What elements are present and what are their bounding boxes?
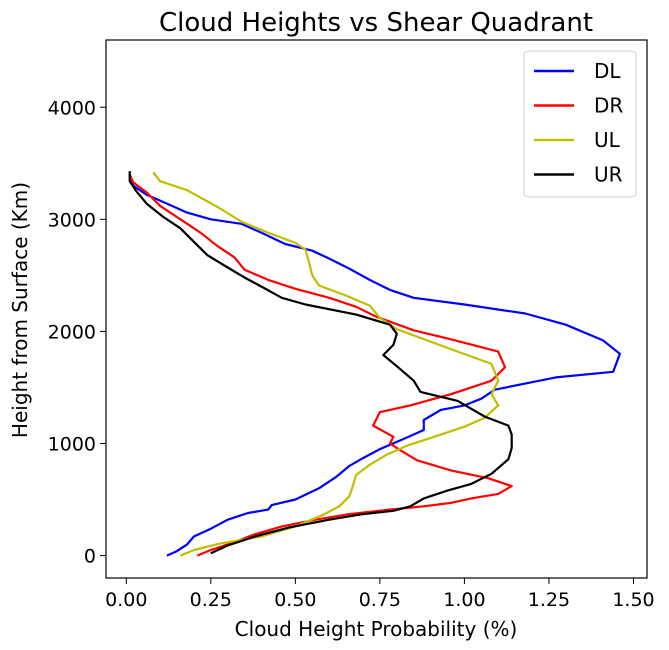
y-axis: 0 1000 2000 3000 4000 xyxy=(48,97,106,568)
x-axis: 0.00 0.25 0.50 0.75 1.00 1.25 1.50 xyxy=(105,578,655,611)
series-line-dr xyxy=(128,174,513,557)
x-axis-label: Cloud Height Probability (%) xyxy=(235,617,518,641)
y-axis-label: Height from Surface (Km) xyxy=(8,182,32,438)
legend: DL DR UL UR xyxy=(523,50,637,198)
x-tick-label: 0.75 xyxy=(359,589,401,611)
legend-label-ur: UR xyxy=(594,163,623,187)
x-tick-label: 1.00 xyxy=(443,589,485,611)
series-line-ul xyxy=(152,171,500,557)
plot-area: 0.00 0.25 0.50 0.75 1.00 1.25 1.50 0 1000 2000 30… xyxy=(48,39,655,611)
x-tick-label: 0.00 xyxy=(105,589,147,611)
series-line-dl xyxy=(128,174,621,557)
x-tick-label: 1.50 xyxy=(612,589,654,611)
chart-title: Cloud Heights vs Shear Quadrant xyxy=(159,8,593,38)
y-tick-label: 0 xyxy=(84,546,96,568)
series-group xyxy=(128,171,621,557)
y-tick-label: 2000 xyxy=(48,321,96,343)
y-tick-label: 4000 xyxy=(48,97,96,119)
x-tick-label: 1.25 xyxy=(528,589,570,611)
legend-box xyxy=(523,50,637,198)
legend-label-ul: UL xyxy=(594,128,621,152)
plot-frame xyxy=(105,39,648,579)
x-tick-label: 0.25 xyxy=(190,589,232,611)
x-tick-label: 0.50 xyxy=(274,589,316,611)
y-tick-label: 1000 xyxy=(48,434,96,456)
y-tick-label: 3000 xyxy=(48,209,96,231)
legend-label-dl: DL xyxy=(594,59,621,83)
series-line-ur xyxy=(128,171,513,555)
legend-label-dr: DR xyxy=(594,94,623,118)
